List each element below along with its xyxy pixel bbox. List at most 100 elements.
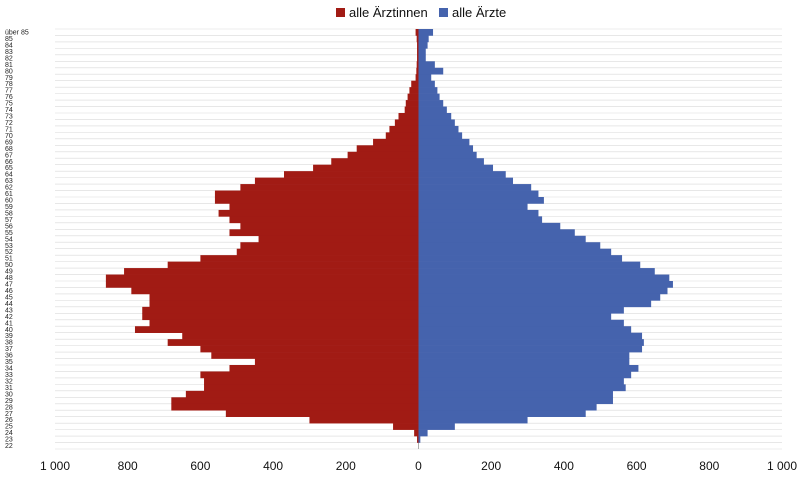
y-tick-label: 68 [5,146,13,153]
bar-male-37 [418,268,655,275]
y-tick-label: 37 [5,346,13,353]
bar-female-55 [204,384,419,392]
bar-male-6 [418,67,444,75]
legend: alle Ärztinnen alle Ärzte [336,5,506,20]
bar-female-11 [405,100,419,107]
y-tick-label: 69 [5,139,13,146]
y-tick-label: 27 [5,411,13,418]
y-tick-label: 38 [5,340,13,347]
bar-female-21 [313,164,419,172]
y-tick-label: 65 [5,165,13,172]
bar-male-29 [418,216,543,224]
y-tick-label: 79 [5,75,13,82]
bar-male-54 [418,377,624,385]
bar-female-8 [411,80,419,88]
bar-female-36 [167,261,419,269]
y-tick-label: 50 [5,262,13,269]
bar-male-20 [418,158,484,165]
bar-male-1 [418,35,429,43]
bar-male-53 [418,371,632,379]
bar-female-25 [214,190,419,198]
bar-male-35 [418,255,623,262]
bar-male-3 [418,48,426,56]
bar-male-40 [418,287,668,295]
y-tick-labels: über 85858483828180797877767574737271706… [5,30,29,451]
bar-male-61 [418,423,455,430]
bar-female-56 [185,390,419,398]
y-tick-label: 73 [5,114,13,121]
y-tick-label: 43 [5,307,13,314]
bar-male-39 [418,281,673,288]
bar-male-46 [418,326,632,333]
y-tick-label: 33 [5,372,13,379]
bar-female-33 [240,242,419,249]
y-tick-label: 63 [5,178,13,185]
y-tick-label: 36 [5,353,13,360]
y-tick-label: 59 [5,204,13,211]
bar-female-31 [229,229,419,237]
bar-male-15 [418,125,459,133]
bar-male-31 [418,229,575,237]
bar-female-34 [236,248,419,256]
bar-female-39 [105,281,419,288]
bar-female-46 [134,326,419,333]
bar-male-21 [418,164,494,172]
y-tick-label: 67 [5,152,13,159]
bar-male-24 [418,184,532,191]
bar-male-62 [418,429,428,437]
bar-female-29 [229,216,419,224]
bar-female-17 [373,138,419,146]
bar-female-63 [417,436,419,443]
bar-male-11 [418,100,444,107]
bar-male-49 [418,345,643,353]
legend-swatch-male [439,8,448,17]
x-tick-label: 1 000 [767,459,797,473]
y-tick-label: 40 [5,327,13,334]
y-tick-label: 28 [5,404,13,411]
bar-female-38 [105,274,419,282]
bar-female-43 [142,306,419,314]
bar-female-40 [131,287,419,295]
bar-female-49 [200,345,419,353]
x-tick-label: 1 000 [40,459,70,473]
bar-female-53 [200,371,419,379]
bar-female-16 [385,132,419,140]
bar-female-15 [389,125,419,133]
bar-female-59 [225,410,419,417]
y-tick-label: 72 [5,120,13,127]
bar-female-37 [124,268,419,275]
bar-female-44 [142,313,419,321]
bar-male-57 [418,397,613,405]
bar-male-7 [418,74,432,81]
bar-male-55 [418,384,626,392]
y-tick-label: 49 [5,269,13,276]
bar-male-28 [418,209,539,217]
y-tick-label: 31 [5,385,13,392]
bar-male-36 [418,261,641,269]
bar-male-4 [418,54,426,62]
bar-male-26 [418,197,544,204]
y-tick-label: 70 [5,133,13,140]
bar-male-22 [418,171,506,178]
bar-male-32 [418,235,586,243]
bar-male-48 [418,339,644,346]
y-tick-label: 61 [5,191,13,198]
bar-male-25 [418,190,539,198]
y-tick-label: 24 [5,430,13,437]
bar-female-18 [356,145,419,153]
bar-female-32 [258,235,419,243]
bar-male-58 [418,403,597,411]
y-tick-label: 30 [5,391,13,398]
bar-female-58 [171,403,419,411]
bar-female-12 [404,106,419,114]
bar-male-44 [418,313,612,321]
bar-male-8 [418,80,435,88]
y-tick-label: 76 [5,94,13,101]
x-tick-label: 600 [627,459,647,473]
bar-female-22 [284,171,419,178]
y-tick-label: 71 [5,126,13,133]
y-tick-label: 60 [5,198,13,205]
y-tick-label: 42 [5,314,13,321]
bar-female-35 [200,255,419,262]
